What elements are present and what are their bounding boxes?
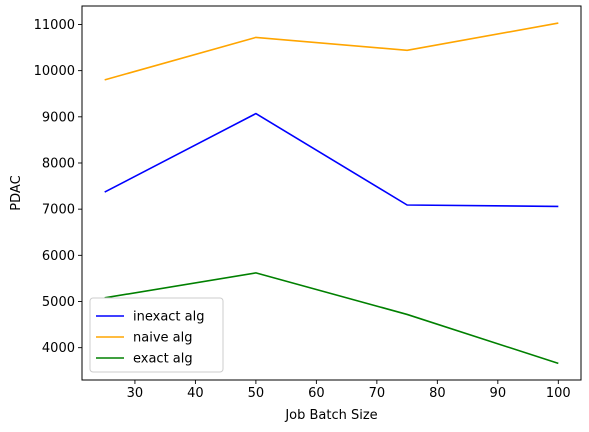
y-tick-label: 9000 — [42, 110, 75, 125]
y-tick-label: 4000 — [42, 341, 75, 356]
legend: inexact alg naive alg exact alg — [89, 297, 224, 373]
y-tick-label: 5000 — [42, 295, 75, 310]
x-axis-label: Job Batch Size — [284, 408, 377, 423]
y-axis-label: PDAC — [9, 175, 24, 210]
legend-label: naive alg — [133, 331, 192, 346]
x-tick-label: 50 — [248, 386, 265, 401]
x-tick-label: 70 — [369, 386, 386, 401]
x-axis-ticks: 30 40 50 60 70 80 90 100 — [127, 380, 571, 401]
x-tick-label: 40 — [187, 386, 204, 401]
y-tick-label: 7000 — [42, 203, 75, 218]
series-line-2 — [104, 272, 559, 365]
x-tick-label: 30 — [127, 386, 144, 401]
legend-label: inexact alg — [133, 310, 205, 325]
plot-frame — [81, 5, 582, 381]
x-tick-label: 90 — [490, 386, 507, 401]
x-tick-label: 100 — [546, 386, 571, 401]
y-axis-ticks: 4000 5000 6000 7000 8000 9000 10000 11000 — [34, 18, 82, 356]
series-line-0 — [104, 112, 559, 208]
y-tick-label: 6000 — [42, 249, 75, 264]
x-tick-label: 60 — [308, 386, 325, 401]
series-layer — [104, 22, 559, 365]
x-tick-label: 80 — [429, 386, 446, 401]
legend-label: exact alg — [133, 352, 193, 367]
y-tick-label: 8000 — [42, 156, 75, 171]
series-line-1 — [104, 22, 559, 81]
y-tick-label: 10000 — [34, 64, 75, 79]
y-tick-label: 11000 — [34, 18, 75, 33]
